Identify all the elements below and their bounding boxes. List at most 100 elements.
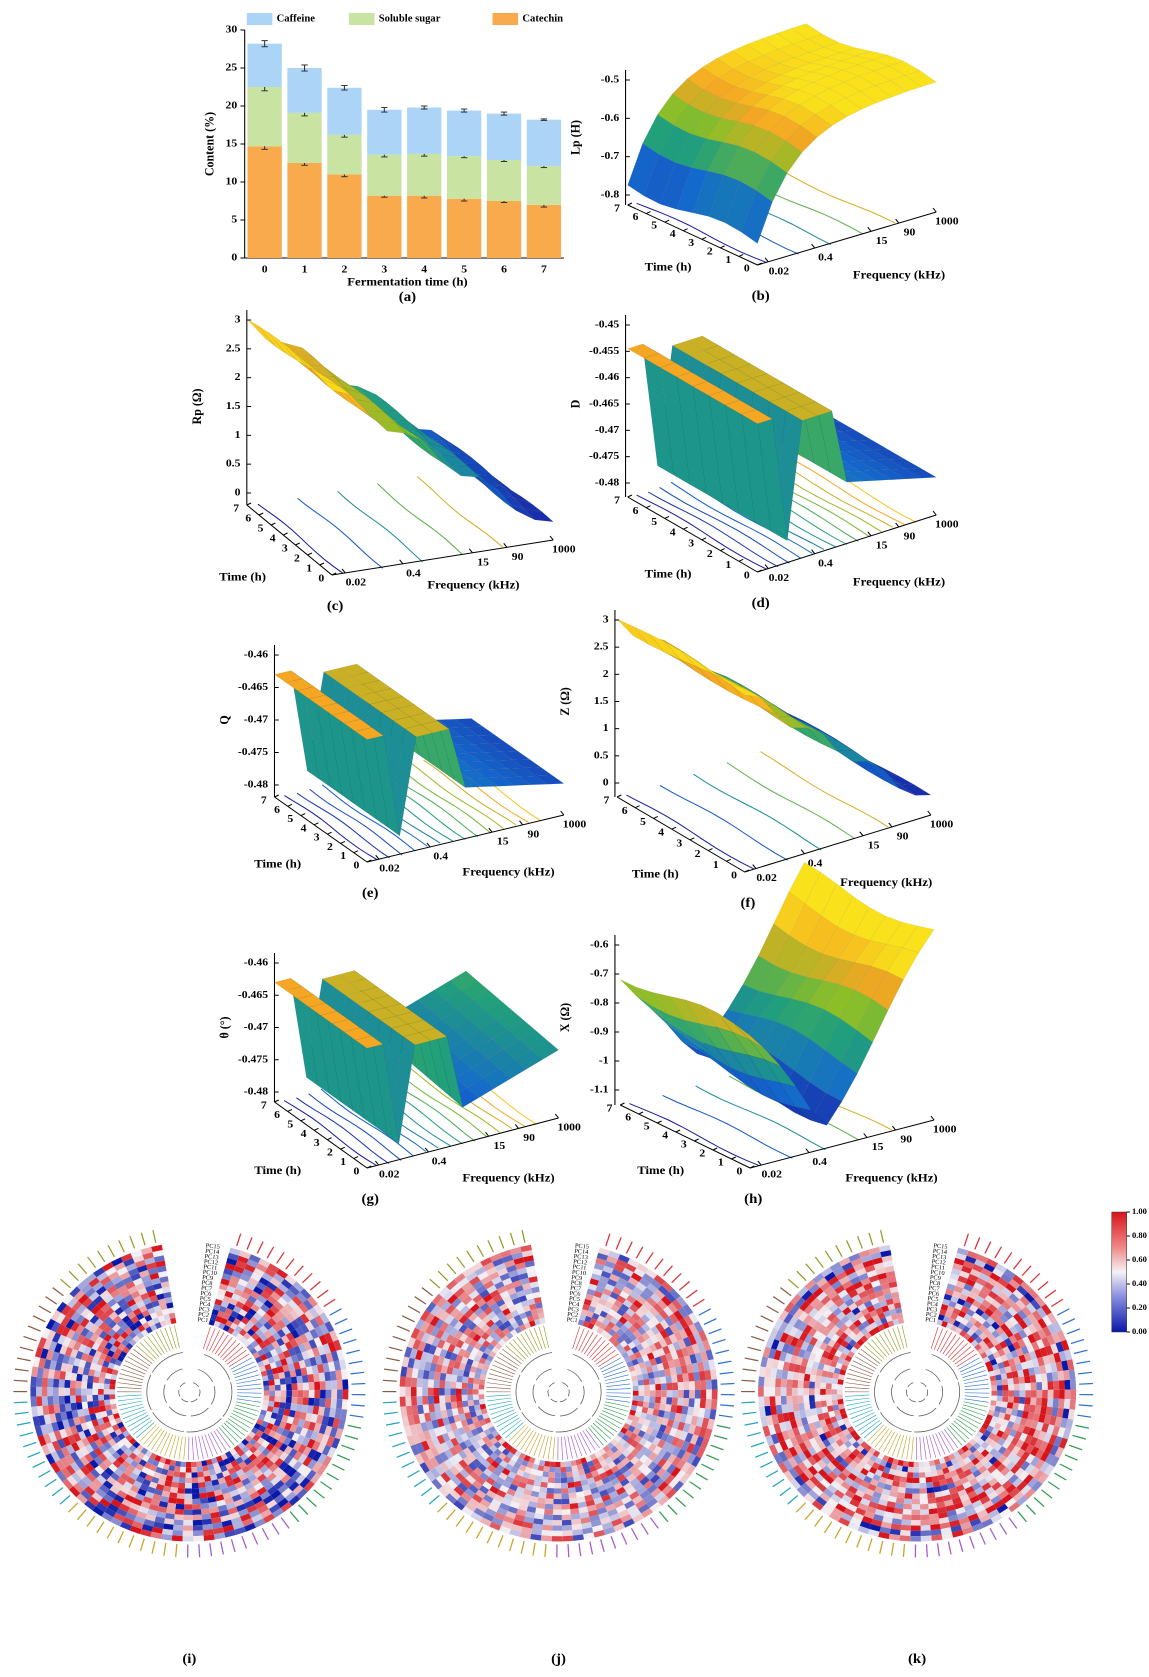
- heatmap-cell: [700, 1380, 706, 1390]
- heatmap-cell: [926, 1482, 933, 1488]
- heatmap-cell: [433, 1388, 439, 1396]
- leaf-label: [719, 1415, 733, 1417]
- heatmap-cell: [76, 1381, 82, 1389]
- z-tick-label: 3: [603, 614, 609, 626]
- x-tick-label: 0: [318, 573, 324, 585]
- heatmap-cell: [553, 1515, 562, 1520]
- leaf-label: [97, 1522, 104, 1533]
- x-tick-label: 2: [294, 553, 300, 565]
- heatmap-cell: [76, 1374, 83, 1382]
- dendrogram-branch: [530, 1330, 540, 1351]
- leaf-label: [272, 1523, 279, 1534]
- x-tick: [672, 827, 676, 829]
- dendrogram-branch: [603, 1366, 626, 1375]
- leaf-label: [510, 1538, 514, 1550]
- y-tick: [812, 244, 815, 248]
- y-tick: [520, 821, 523, 825]
- z-tick-label: 0: [603, 777, 609, 789]
- x-tick-label: 7: [607, 1103, 613, 1115]
- heatmap-cell: [168, 1497, 177, 1503]
- leaf-label: [33, 1316, 45, 1322]
- heatmap-cell: [179, 1472, 185, 1478]
- heatmap-cell: [456, 1389, 462, 1396]
- dendrogram-branch: [606, 1396, 630, 1398]
- heatmap-cell: [689, 1381, 695, 1390]
- heatmap-cell: [175, 1509, 184, 1515]
- x-tick-label: 5: [461, 264, 467, 276]
- heatmap-cell: [546, 1493, 554, 1499]
- leaf-label: [456, 1516, 464, 1527]
- heatmap-cell: [479, 1399, 485, 1405]
- heatmap-cell: [456, 1375, 463, 1382]
- bar-segment: [487, 114, 521, 160]
- y-tick: [504, 543, 507, 547]
- dendrogram-branch: [160, 1433, 170, 1454]
- heatmap-cell: [65, 1403, 72, 1411]
- heatmap-cell: [562, 1509, 571, 1515]
- heatmap-cell: [821, 1376, 827, 1383]
- heatmap-cell: [92, 1395, 98, 1401]
- heatmap-cell: [81, 1395, 87, 1402]
- heatmap-cell: [548, 1477, 555, 1483]
- leaf-label: [676, 1498, 686, 1507]
- dendrogram-branch: [606, 1399, 630, 1402]
- panel-label: (h): [744, 1192, 762, 1207]
- heatmap-cell: [919, 1478, 926, 1484]
- leaf-label: [303, 1273, 313, 1282]
- leaf-label: [476, 1527, 482, 1538]
- y-tick: [860, 832, 863, 836]
- axis-line: [247, 505, 332, 575]
- x-tick: [247, 503, 251, 505]
- heatmap-cell: [202, 1519, 212, 1525]
- heatmap-cell: [678, 1390, 684, 1398]
- heatmap-cell: [445, 1374, 452, 1382]
- leaf-label: [327, 1473, 339, 1480]
- y-tick-label: 0.02: [379, 1169, 400, 1181]
- dendrogram-branch: [573, 1354, 599, 1379]
- leaf-label: [267, 1247, 274, 1258]
- heatmap-cell: [42, 1378, 48, 1388]
- heatmap-cell: [337, 1380, 343, 1390]
- x-tick-label: 0: [353, 860, 359, 872]
- heatmap-cell: [104, 1400, 110, 1406]
- heatmap-cell: [996, 1401, 1002, 1407]
- heatmap-cell: [292, 1383, 298, 1390]
- heatmap-cell: [417, 1378, 423, 1387]
- heatmap-cell: [682, 1373, 689, 1382]
- dendrogram-branch: [167, 1369, 182, 1380]
- z-tick-label: -0.7: [590, 968, 609, 980]
- heatmap-cell: [285, 1377, 291, 1384]
- heatmap-cell: [1042, 1382, 1048, 1391]
- heatmap-cell: [110, 1379, 116, 1385]
- heatmap-cell: [649, 1378, 655, 1385]
- heatmap-cell: [303, 1390, 309, 1398]
- dendrogram-branch: [121, 1407, 144, 1415]
- heatmap-cell: [53, 1379, 59, 1388]
- heatmap-cell: [279, 1402, 286, 1409]
- leaf-label: [386, 1423, 400, 1426]
- heatmap-cell: [184, 1510, 193, 1515]
- heatmap-cell: [59, 1404, 66, 1413]
- heatmap-cell: [815, 1375, 822, 1382]
- dendrogram-branch: [486, 1387, 510, 1389]
- heatmap-cell: [666, 1383, 672, 1390]
- heatmap-cell: [900, 1477, 907, 1483]
- heatmap-cell: [269, 1385, 275, 1391]
- heatmap-cell: [552, 1526, 562, 1531]
- heatmap-cell: [175, 1504, 184, 1510]
- heatmap-cell: [70, 1388, 76, 1396]
- heatmap-cell: [81, 1388, 87, 1395]
- heatmap-cell: [712, 1389, 718, 1399]
- heatmap-cell: [92, 1389, 98, 1395]
- y-tick: [889, 823, 892, 827]
- x-tick-label: 1: [340, 1156, 346, 1168]
- leaf-label: [306, 1498, 316, 1507]
- x-axis-title: Time (h): [219, 570, 266, 584]
- x-tick: [288, 1109, 292, 1111]
- y-tick-label: 0.02: [346, 577, 367, 589]
- heatmap-cell: [186, 1467, 192, 1472]
- heatmap-cell: [422, 1379, 428, 1388]
- heatmap-cell: [109, 1384, 115, 1389]
- y-tick-label: 0.4: [433, 851, 448, 863]
- leaf-label: [415, 1297, 426, 1304]
